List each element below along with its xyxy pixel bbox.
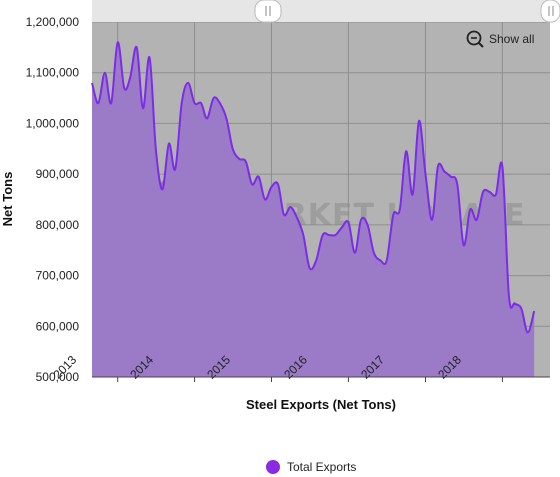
data-point[interactable] [159,186,165,192]
data-point[interactable] [102,70,108,76]
data-point[interactable] [249,181,255,187]
data-point[interactable] [127,75,133,81]
data-point[interactable] [339,224,345,230]
data-point[interactable] [474,217,480,223]
navigator-track[interactable] [92,0,550,22]
data-point[interactable] [377,257,383,263]
data-point[interactable] [275,181,281,187]
data-point[interactable] [422,171,428,177]
y-tick-label: 1,200,000 [26,15,80,29]
y-axis-ticks: 500,000 600,000 700,000 800,000 900,000 1,000… [26,15,80,384]
data-point[interactable] [211,95,217,101]
data-point[interactable] [147,55,153,61]
data-point[interactable] [192,100,198,106]
data-point[interactable] [441,169,447,175]
y-tick-label: 1,000,000 [26,116,80,130]
data-point[interactable] [108,100,114,106]
navigator-left-handle[interactable] [254,0,282,23]
data-point[interactable] [313,257,319,263]
y-tick-label: 600,000 [36,319,80,333]
data-point[interactable] [326,232,332,238]
data-point[interactable] [454,181,460,187]
data-point[interactable] [204,115,210,121]
data-point[interactable] [307,265,313,271]
data-point[interactable] [223,115,229,121]
data-point[interactable] [410,191,416,197]
y-tick-label: 900,000 [36,167,80,181]
y-tick-label: 1,100,000 [26,66,80,80]
zoom-out-icon [466,30,482,46]
data-point[interactable] [480,189,486,195]
data-point[interactable] [531,308,537,314]
data-point[interactable] [281,212,287,218]
data-point[interactable] [512,300,518,306]
series-layer [89,39,537,377]
data-point[interactable] [390,212,396,218]
data-point[interactable] [487,189,493,195]
data-point[interactable] [352,250,358,256]
data-point[interactable] [262,197,268,203]
data-point[interactable] [185,80,191,86]
y-tick-label: 700,000 [36,269,80,283]
data-point[interactable] [217,100,223,106]
data-point[interactable] [416,118,422,124]
range-navigator[interactable] [92,0,560,23]
data-point[interactable] [300,232,306,238]
data-point[interactable] [243,158,249,164]
zoom-out-icon-handle [478,42,484,48]
data-point[interactable] [268,184,274,190]
x-axis-title: Steel Exports (Net Tons) [246,397,396,412]
data-point[interactable] [287,204,293,210]
series-line [91,41,536,334]
show-all-label[interactable]: Show all [489,32,534,46]
data-point[interactable] [153,146,159,152]
show-all-button[interactable]: Show all [466,30,535,48]
data-point[interactable] [121,85,127,91]
data-point[interactable] [365,222,371,228]
data-point[interactable] [429,217,435,223]
data-point[interactable] [384,257,390,263]
y-tick-label: 800,000 [36,218,80,232]
data-point[interactable] [89,80,95,86]
data-point[interactable] [320,232,326,238]
data-point[interactable] [525,329,531,335]
data-point[interactable] [134,44,140,50]
data-point[interactable] [493,191,499,197]
data-point[interactable] [397,207,403,213]
data-point[interactable] [140,105,146,111]
y-axis-title: Net Tons [0,172,15,227]
data-point[interactable] [499,164,505,170]
legend-label[interactable]: Total Exports [287,460,356,474]
data-point[interactable] [461,242,467,248]
data-point[interactable] [467,207,473,213]
series-area [92,42,535,377]
data-point[interactable] [95,100,101,106]
data-point[interactable] [333,232,339,238]
data-point[interactable] [403,148,409,154]
data-point[interactable] [115,39,121,45]
data-point[interactable] [166,141,172,147]
data-point[interactable] [371,250,377,256]
data-point[interactable] [506,293,512,299]
data-point[interactable] [435,164,441,170]
data-point[interactable] [345,219,351,225]
navigator-right-handle[interactable] [540,0,560,23]
data-point[interactable] [256,174,262,180]
data-point[interactable] [230,146,236,152]
legend-circle-icon[interactable] [266,460,280,474]
legend[interactable]: Total Exports [266,460,356,474]
data-point[interactable] [172,166,178,172]
data-point[interactable] [448,174,454,180]
data-point[interactable] [198,100,204,106]
data-point[interactable] [294,214,300,220]
data-point[interactable] [518,306,524,312]
data-point[interactable] [179,100,185,106]
data-point[interactable] [358,217,364,223]
data-point[interactable] [236,156,242,162]
y-tick-label: 500,000 [36,370,80,384]
